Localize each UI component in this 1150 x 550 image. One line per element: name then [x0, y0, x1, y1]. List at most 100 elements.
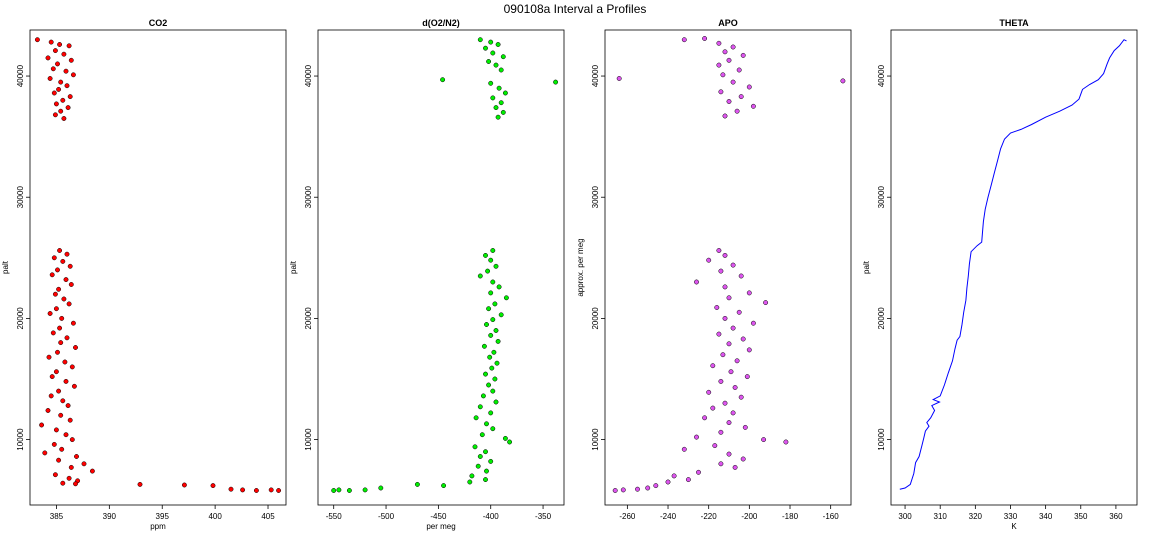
data-point	[740, 336, 746, 342]
x-tick-label: -240	[660, 512, 677, 521]
data-point	[500, 109, 506, 115]
data-point	[240, 487, 246, 493]
data-point	[740, 456, 746, 462]
data-point	[738, 394, 744, 400]
x-tick-label: -350	[535, 512, 552, 521]
x-tick-label: 405	[261, 512, 275, 521]
panel-title: THETA	[999, 18, 1029, 28]
data-point	[483, 371, 488, 377]
y-axis-label: palt	[862, 260, 871, 274]
x-tick-label: 395	[156, 512, 170, 521]
data-point	[484, 322, 489, 327]
data-point	[59, 446, 65, 452]
data-point	[507, 439, 513, 445]
data-point	[702, 36, 708, 41]
data-point	[61, 116, 67, 121]
x-axis-label: per meg	[426, 522, 455, 531]
data-point	[490, 50, 496, 56]
y-tick-label: 30000	[591, 186, 600, 209]
data-point	[730, 325, 736, 331]
data-point	[483, 45, 488, 51]
data-point	[742, 424, 748, 430]
data-point	[730, 262, 736, 268]
data-point	[750, 103, 756, 109]
data-point	[68, 282, 74, 287]
x-tick-label: -550	[326, 512, 343, 521]
data-point	[620, 487, 626, 493]
data-point	[276, 488, 282, 493]
data-point	[63, 277, 69, 283]
data-point	[50, 330, 56, 336]
data-point	[181, 482, 187, 488]
data-point	[57, 325, 63, 331]
y-tick-label: 20000	[304, 307, 313, 330]
data-point	[67, 94, 73, 100]
data-point	[490, 388, 496, 394]
data-point	[500, 54, 506, 60]
data-point	[635, 486, 640, 492]
data-point	[56, 286, 62, 292]
data-point	[45, 55, 51, 61]
panel-co2: CO2 385 390 395 400 405 10000 20000 30000 40000 pp…	[1, 18, 287, 531]
data-point	[53, 369, 59, 375]
data-point	[736, 67, 742, 73]
data-point	[52, 472, 58, 478]
data-point	[60, 480, 66, 486]
data-point	[56, 86, 62, 92]
data-point	[681, 446, 687, 452]
data-point	[681, 37, 687, 43]
data-point	[706, 389, 712, 395]
data-point	[68, 57, 74, 63]
data-point	[722, 284, 728, 290]
data-point	[68, 464, 74, 470]
data-point	[53, 427, 59, 433]
data-point	[58, 340, 64, 346]
y-tick-label: 30000	[304, 186, 313, 209]
y-axis-label: palt	[289, 260, 298, 274]
data-point	[69, 437, 75, 443]
data-point	[498, 67, 504, 73]
data-point	[488, 332, 494, 338]
data-point	[493, 105, 499, 111]
data-point	[65, 105, 71, 111]
data-point	[616, 76, 622, 81]
data-point	[712, 443, 718, 449]
panel-theta: THETA 300 310 320 330 340 350 360 10000 20000 3000…	[862, 18, 1138, 531]
data-point	[487, 354, 493, 360]
data-point	[484, 421, 489, 427]
data-point	[716, 248, 722, 253]
data-point	[49, 272, 55, 278]
data-point	[51, 90, 57, 96]
data-point	[89, 468, 95, 474]
y-tick-label: 10000	[16, 428, 25, 451]
data-point	[228, 486, 234, 492]
data-point	[53, 101, 59, 107]
y-tick-label: 20000	[591, 307, 600, 330]
data-point	[696, 469, 701, 475]
data-point	[488, 458, 494, 464]
x-tick-label: -400	[483, 512, 500, 521]
data-point	[51, 255, 57, 261]
data-point	[483, 252, 488, 258]
data-point	[720, 72, 726, 78]
data-point	[736, 309, 742, 315]
data-point	[503, 295, 509, 301]
data-point	[42, 450, 48, 456]
data-point	[716, 40, 722, 46]
data-point	[53, 306, 59, 312]
data-point	[472, 444, 478, 450]
x-tick-label: 310	[934, 512, 948, 521]
data-point	[726, 420, 732, 426]
data-point	[665, 479, 671, 485]
data-point	[488, 257, 494, 263]
data-point	[362, 487, 368, 493]
data-point	[492, 301, 498, 307]
data-point	[481, 343, 487, 349]
data-point	[63, 378, 69, 384]
data-point	[73, 345, 78, 350]
data-point	[60, 258, 66, 264]
data-point	[645, 485, 651, 491]
data-point	[734, 358, 740, 364]
data-point	[52, 112, 58, 118]
plot-frame	[604, 29, 852, 506]
